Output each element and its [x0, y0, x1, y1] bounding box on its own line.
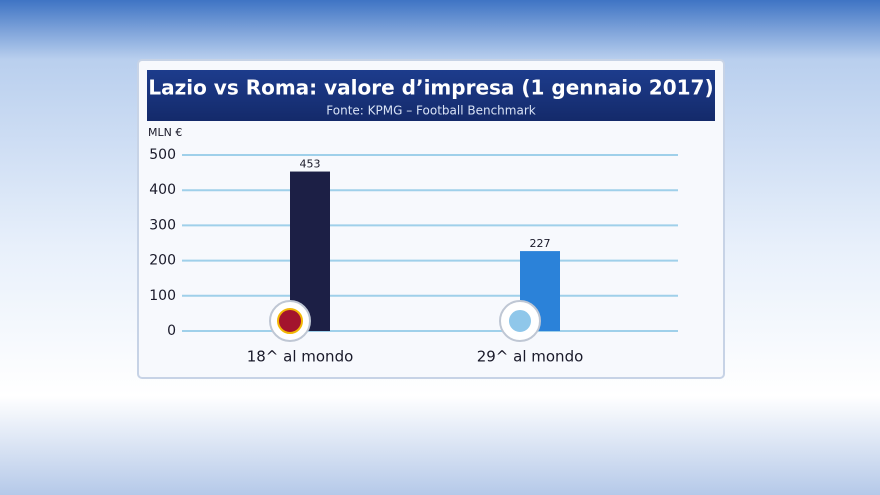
chart-title: Lazio vs Roma: valore d’impresa (1 genna… — [148, 76, 713, 100]
y-tick-label: 100 — [149, 288, 176, 304]
chart-subtitle: Fonte: KPMG – Football Benchmark — [326, 104, 535, 118]
team-logo-inner — [507, 308, 533, 334]
y-tick-label: 0 — [167, 323, 176, 339]
value-label: 227 — [530, 237, 551, 250]
y-tick-label: 400 — [149, 182, 176, 198]
x-tick-label: 29^ al mondo — [477, 348, 584, 366]
team-logo-inner — [277, 308, 303, 334]
y-tick-label: 200 — [149, 253, 176, 269]
x-tick-label: 18^ al mondo — [247, 348, 354, 366]
panel — [137, 59, 725, 379]
y-tick-label: 500 — [149, 147, 176, 163]
value-label: 453 — [300, 158, 321, 171]
y-tick-label: 300 — [149, 217, 176, 233]
y-axis-label: MLN € — [148, 126, 182, 139]
header-bar — [147, 70, 715, 121]
